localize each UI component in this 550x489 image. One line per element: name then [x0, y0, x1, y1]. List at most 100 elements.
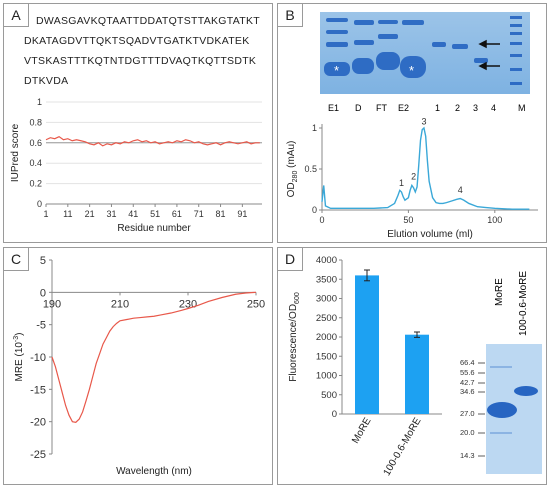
gel-band [378, 20, 398, 24]
lane-label: FT [376, 103, 387, 113]
gel-band [326, 30, 348, 34]
gel-asterisk: * [409, 63, 414, 78]
gel-d-bands [487, 366, 538, 434]
gel-band [490, 432, 512, 434]
gel-band [324, 62, 350, 76]
y-tick-label: -20 [30, 417, 46, 429]
series-line [51, 291, 257, 423]
peak-label: 3 [421, 116, 426, 126]
y-tick-label: 1 [312, 123, 317, 133]
y-axis-label: MRE (10-3) [13, 332, 25, 381]
sequence-line-1: DWASGAVKQTAATTDDATQTSTTAKGTATKT [36, 15, 260, 27]
gel-band [326, 18, 348, 22]
category-label: MoRE [350, 416, 374, 446]
lane-label: D [355, 103, 362, 113]
y-tick-label: 0 [40, 287, 46, 299]
y-tick-label: 0 [332, 409, 337, 420]
y-axis-label: Fluorescence/OD600 [288, 292, 301, 382]
chart-a: 00.20.40.60.811 11 21 31 41 51 61 71 81 91Residue… [10, 97, 262, 234]
lane-label: M [518, 103, 526, 113]
gel-d-lane-label: MoRE [494, 278, 505, 306]
gel-band [510, 32, 522, 35]
gel-bands [324, 16, 522, 85]
category-label: 100-0.6-MoRE [382, 416, 424, 478]
bar [405, 334, 429, 414]
marker-label: 14.3 [460, 451, 475, 460]
x-tick-label: 210 [111, 298, 129, 310]
chart-d: 0 500 1000 1500 2000 2500 3000 3500 4000 MoRE 100-… [288, 255, 442, 478]
x-axis-label: Residue number [117, 223, 191, 234]
panel-d: D 0 500 1000 1500 2000 2500 3000 3500 4000 MoRE 10… [277, 247, 547, 485]
x-tick-label: 81 [216, 209, 226, 219]
marker-label: 55.6 [460, 368, 475, 377]
series-line [321, 126, 530, 210]
gel-asterisk: * [334, 63, 339, 78]
gel-band [510, 68, 522, 71]
gel-band [490, 366, 512, 368]
gel-band [452, 44, 468, 49]
bar [355, 275, 379, 414]
panel-d-label: D [278, 248, 303, 271]
gel-band [326, 42, 348, 47]
gel-band [510, 82, 522, 85]
marker-label: 20.0 [460, 428, 475, 437]
marker-label: 66.4 [460, 358, 475, 367]
x-tick-label: 190 [43, 298, 61, 310]
panel-b-label: B [278, 4, 303, 27]
marker-label: 42.7 [460, 378, 475, 387]
marker-label: 34.6 [460, 387, 475, 396]
sequence-line-2: DKATAGDVTTQKTSQADVTGATKTVDKATEK [24, 35, 250, 47]
lane-label: 1 [435, 103, 440, 113]
x-tick-label: 250 [247, 298, 265, 310]
lane-label: E2 [398, 103, 409, 113]
x-tick-label: 91 [237, 209, 247, 219]
x-tick-label: 41 [128, 209, 138, 219]
gel-band [510, 16, 522, 19]
y-axis-label: OD280 (mAu) [286, 141, 299, 198]
gel-b-lane-labels: E1 D FT E2 1 2 3 4 M [328, 103, 526, 113]
panel-c-label: C [4, 248, 29, 271]
gel-d-markers: 66.4 55.6 42.7 34.6 27.0 20.0 14.3 [460, 358, 485, 460]
gel-band [376, 52, 400, 70]
panel-c: C 5 0 -5 -10 -15 -20 -25 190 210 230 250 Wavelength… [3, 247, 273, 485]
gel-band [474, 58, 488, 63]
arrow-icon [478, 39, 500, 49]
gel-band [510, 42, 522, 45]
gel-band [514, 386, 538, 396]
lane-label: 4 [491, 103, 496, 113]
x-tick-label: 51 [150, 209, 160, 219]
arrow-icon [478, 61, 500, 71]
gel-band [510, 54, 522, 57]
panel-a-label: A [4, 4, 29, 27]
y-tick-label: 2000 [316, 332, 337, 343]
gel-band [400, 56, 426, 78]
y-tick-label: -10 [30, 352, 46, 364]
y-tick-label: 1000 [316, 371, 337, 382]
x-tick-label: 50 [403, 215, 413, 225]
y-axis-label: IUPred score [10, 123, 21, 182]
x-tick-label: 21 [85, 209, 95, 219]
y-tick-label: 3500 [316, 274, 337, 285]
y-tick-label: 0 [37, 199, 42, 209]
gel-band [354, 20, 374, 25]
x-tick-label: 11 [63, 209, 72, 219]
gel-d-lane-label: 100-0.6-MoRE [518, 271, 529, 336]
y-tick-label: 1500 [316, 351, 337, 362]
sequence-line-4: DTKVDA [24, 75, 69, 87]
y-tick-label: 500 [321, 390, 337, 401]
peak-label: 4 [458, 185, 463, 195]
x-tick-label: 31 [106, 209, 116, 219]
marker-label: 27.0 [460, 409, 475, 418]
series-line [45, 135, 260, 147]
gel-band [352, 58, 374, 74]
x-tick-label: 1 [43, 209, 48, 219]
y-tick-label: 0 [312, 205, 317, 215]
x-tick-label: 100 [487, 215, 502, 225]
panel-a: A DWASGAVKQTAATTDDATQTSTTAKGTATKT DKATAG… [3, 3, 273, 243]
y-tick-label: 0.8 [29, 117, 42, 127]
y-tick-label: 5 [40, 255, 46, 267]
x-tick-label: 61 [172, 209, 182, 219]
lane-label: E1 [328, 103, 339, 113]
gel-background [320, 12, 530, 94]
